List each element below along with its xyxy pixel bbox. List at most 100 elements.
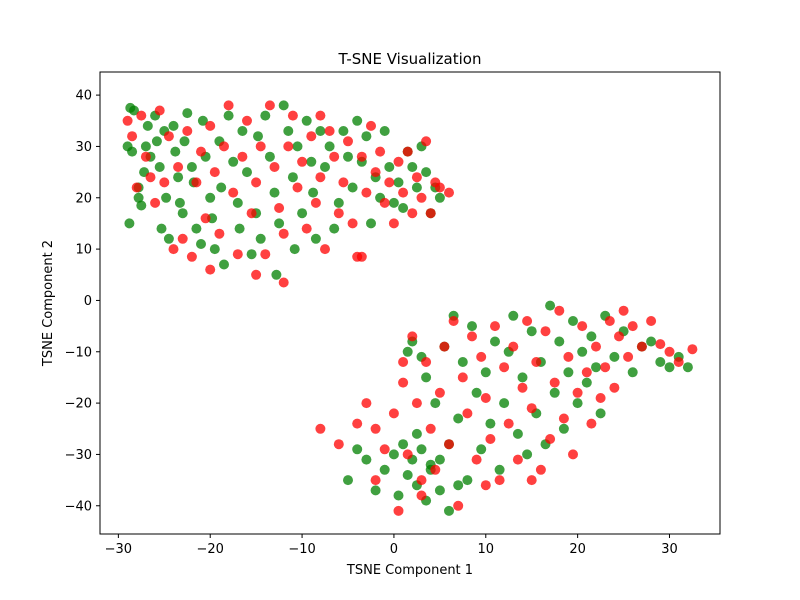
green-point: [232, 197, 243, 208]
green-point: [379, 464, 390, 475]
green-point: [361, 454, 372, 465]
red-point: [595, 393, 606, 403]
red-point: [168, 244, 179, 255]
red-point: [471, 454, 482, 465]
green-point: [352, 444, 363, 455]
green-point: [320, 162, 330, 172]
red-point: [609, 382, 620, 393]
green-point: [591, 362, 601, 373]
red-point: [485, 434, 496, 444]
green-point: [271, 269, 282, 280]
green-point: [196, 239, 206, 249]
green-point: [297, 208, 308, 219]
red-point: [558, 413, 569, 424]
red-point: [388, 408, 399, 419]
red-point: [205, 120, 216, 131]
x-tick-label: −20: [197, 542, 224, 557]
green-point: [453, 413, 464, 424]
red-point: [402, 146, 413, 157]
red-point: [577, 321, 588, 332]
green-point: [512, 428, 523, 439]
green-point: [174, 197, 185, 208]
red-point: [205, 264, 216, 275]
red-point: [150, 197, 161, 208]
red-point: [453, 500, 464, 511]
red-point: [145, 172, 156, 183]
green-point: [572, 398, 583, 409]
green-point: [264, 151, 275, 162]
red-point: [618, 305, 629, 316]
green-point: [191, 223, 202, 234]
y-tick-label: 30: [75, 140, 92, 155]
red-point: [517, 382, 528, 393]
red-point: [242, 115, 252, 126]
green-point: [140, 141, 151, 152]
green-point: [467, 321, 477, 332]
green-point: [246, 249, 257, 260]
red-point: [283, 141, 294, 152]
red-point: [333, 439, 344, 450]
green-point: [480, 367, 491, 378]
red-point: [375, 146, 386, 157]
green-point: [329, 223, 340, 234]
green-point: [609, 351, 620, 362]
red-point: [462, 408, 473, 419]
green-point: [434, 192, 445, 203]
green-point: [223, 110, 234, 121]
green-point: [333, 197, 344, 208]
red-point: [347, 218, 358, 229]
green-point: [234, 223, 245, 234]
red-point: [467, 331, 477, 342]
red-point: [627, 321, 638, 332]
red-point: [581, 367, 592, 378]
green-point: [393, 490, 404, 501]
chart-title: T-SNE Visualization: [338, 50, 482, 68]
red-point: [563, 351, 574, 362]
red-point: [531, 357, 542, 367]
red-point: [402, 449, 413, 460]
green-point: [366, 218, 376, 229]
red-point: [522, 316, 533, 326]
green-point: [554, 336, 565, 347]
green-point: [494, 464, 505, 475]
green-point: [338, 126, 349, 136]
red-point: [411, 172, 422, 183]
green-point: [179, 136, 190, 147]
red-point: [127, 131, 138, 142]
green-point: [127, 146, 138, 157]
green-point: [563, 367, 574, 378]
red-point: [228, 187, 239, 198]
green-point: [156, 223, 167, 234]
green-point: [129, 105, 139, 116]
y-tick-label: 0: [84, 294, 92, 309]
green-point: [581, 377, 592, 388]
green-point: [411, 428, 422, 439]
green-point: [664, 362, 675, 373]
y-tick-label: −40: [65, 499, 92, 514]
red-point: [586, 418, 597, 429]
red-point: [398, 187, 409, 198]
points-layer: [122, 100, 698, 516]
red-point: [379, 444, 390, 455]
y-tick-label: −20: [65, 397, 92, 412]
green-point: [274, 218, 285, 229]
red-point: [278, 228, 289, 239]
green-point: [388, 197, 399, 208]
red-point: [526, 475, 537, 486]
red-point: [200, 213, 211, 224]
red-point: [292, 182, 303, 193]
green-point: [197, 115, 208, 126]
green-point: [407, 162, 418, 172]
green-point: [136, 200, 147, 211]
green-point: [228, 156, 239, 167]
y-tick-label: 10: [75, 243, 92, 258]
green-point: [255, 233, 266, 244]
red-point: [480, 393, 491, 403]
green-point: [393, 177, 404, 188]
green-point: [411, 182, 422, 193]
green-point: [646, 336, 657, 347]
green-point: [310, 233, 321, 244]
red-point: [301, 223, 312, 234]
green-point: [384, 162, 395, 172]
